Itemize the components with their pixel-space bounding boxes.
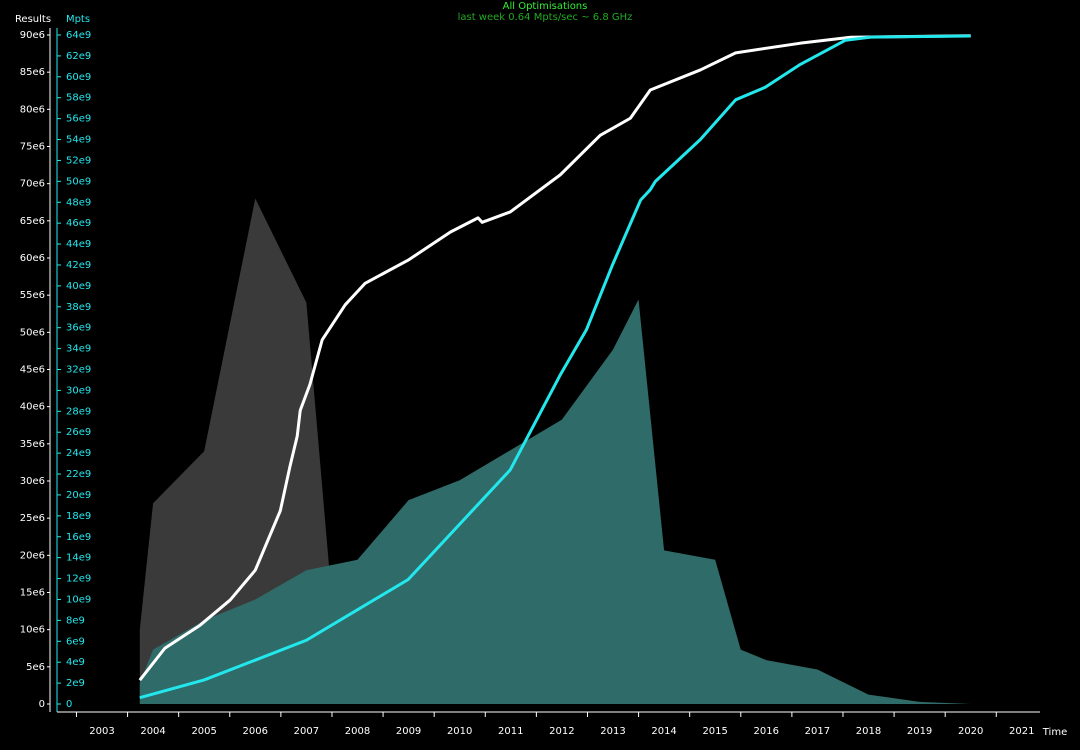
y-tick-label: 35e6 [20,439,45,450]
y2-tick-label: 28e9 [66,406,91,417]
y-tick-label: 70e6 [20,179,45,190]
x-tick-label: 2016 [754,726,779,737]
y2-tick-label: 20e9 [66,490,91,501]
x-tick-label: 2010 [447,726,472,737]
y2-tick-label: 26e9 [66,427,91,438]
y2-tick-label: 4e9 [66,657,85,668]
y2-tick-label: 12e9 [66,574,91,585]
y-tick-label: 80e6 [20,104,45,115]
y2-tick-label: 8e9 [66,615,85,626]
y2-tick-label: 30e9 [66,385,91,396]
x-axis-label: Time [1042,727,1067,738]
y-tick-label: 60e6 [20,253,45,264]
x-tick-label: 2007 [294,726,319,737]
y2-tick-label: 40e9 [66,281,91,292]
y-tick-label: 40e6 [20,402,45,413]
y-tick-label: 5e6 [26,662,45,673]
x-tick-label: 2018 [856,726,881,737]
y-tick-label: 45e6 [20,365,45,376]
x-tick-label: 2008 [345,726,370,737]
y2-tick-label: 44e9 [66,239,91,250]
x-tick-label: 2014 [651,726,676,737]
chart-title: All Optimisations [503,1,588,12]
x-tick-label: 2015 [702,726,727,737]
y-tick-label: 85e6 [20,67,45,78]
y2-tick-label: 18e9 [66,511,91,522]
y-tick-label: 0 [39,699,45,710]
y-tick-label: 90e6 [20,30,45,41]
y2-tick-label: 32e9 [66,365,91,376]
y2-tick-label: 60e9 [66,72,91,83]
y-tick-label: 15e6 [20,588,45,599]
y2-tick-label: 36e9 [66,323,91,334]
y2-tick-label: 50e9 [66,176,91,187]
y2-tick-label: 2e9 [66,678,85,689]
y-tick-label: 55e6 [20,290,45,301]
series-line [139,34,971,700]
x-tick-label: 2013 [600,726,625,737]
y2-tick-label: 10e9 [66,594,91,605]
y2-tick-label: 6e9 [66,636,85,647]
y2-tick-label: 38e9 [66,302,91,313]
y-tick-label: 20e6 [20,550,45,561]
y2-tick-label: 52e9 [66,155,91,166]
y2-tick-label: 62e9 [66,51,91,62]
x-tick-label: 2017 [805,726,830,737]
x-tick-label: 2009 [396,726,421,737]
y2-tick-label: 46e9 [66,218,91,229]
y2-tick-label: 64e9 [66,30,91,41]
x-tick-label: 2019 [907,726,932,737]
y2-tick-label: 42e9 [66,260,91,271]
chart-subtitle: last week 0.64 Mpts/sec ~ 6.8 GHz [458,12,633,23]
x-tick-label: 2021 [1009,726,1034,737]
x-tick-label: 2012 [549,726,574,737]
y2-tick-label: 14e9 [66,553,91,564]
y2-tick-label: 56e9 [66,114,91,125]
y2-tick-label: 22e9 [66,469,91,480]
y-tick-label: 25e6 [20,513,45,524]
y-tick-label: 75e6 [20,142,45,153]
x-tick-label: 2004 [140,726,165,737]
area [139,299,971,704]
y2-tick-label: 16e9 [66,532,91,543]
y2-tick-label: 0 [66,699,72,710]
y-tick-label: 50e6 [20,327,45,338]
y2-tick-label: 34e9 [66,344,91,355]
y2-tick-label: 58e9 [66,93,91,104]
x-tick-label: 2005 [191,726,216,737]
x-tick-label: 2003 [89,726,114,737]
y-axis-label: Results [15,14,51,25]
y2-tick-label: 54e9 [66,135,91,146]
x-tick-label: 2020 [958,726,983,737]
y2-tick-label: 48e9 [66,197,91,208]
y-tick-label: 10e6 [20,625,45,636]
y2-tick-label: 24e9 [66,448,91,459]
y-tick-label: 65e6 [20,216,45,227]
series-line [138,34,971,682]
x-tick-label: 2006 [243,726,268,737]
x-tick-label: 2011 [498,726,523,737]
y-tick-label: 30e6 [20,476,45,487]
y2-axis-label: Mpts [66,14,90,25]
